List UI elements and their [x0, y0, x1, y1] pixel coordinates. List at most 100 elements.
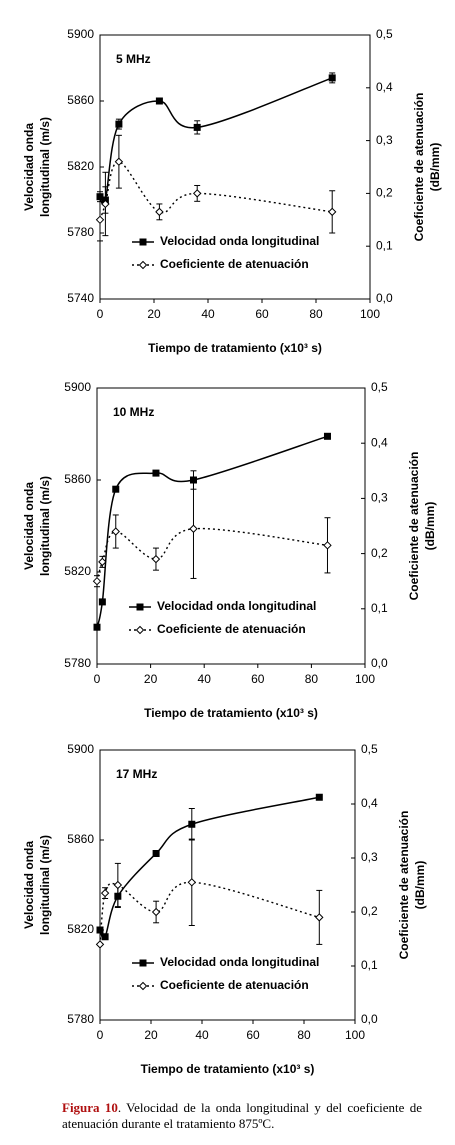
caption-text: . Velocidad de la onda longitudinal y de… [62, 1100, 422, 1131]
marker [115, 120, 123, 128]
marker [323, 541, 332, 550]
marker [95, 940, 105, 949]
x-tick-label: 40 [195, 1028, 209, 1042]
legend-label: Velocidad onda longitudinal [160, 955, 319, 969]
x-tick-label: 100 [355, 672, 375, 686]
y2-tick-label: 0,3 [361, 850, 378, 864]
y-tick-label: 5820 [67, 922, 94, 936]
legend-label: Velocidad onda longitudinal [157, 599, 316, 613]
y2-axis-label: Coeficiente de atenuación [407, 452, 421, 601]
y-tick-label: 5860 [64, 472, 91, 486]
y2-tick-label: 0,5 [361, 742, 378, 756]
y-axis-label: longitudinal (m/s) [38, 835, 52, 935]
marker [113, 880, 123, 890]
marker [315, 793, 323, 801]
marker [155, 97, 163, 105]
marker [111, 527, 120, 536]
series-line [99, 161, 333, 221]
marker [152, 469, 160, 477]
marker [96, 193, 104, 201]
y2-tick-label: 0,0 [361, 1012, 378, 1026]
x-axis-label: Tiempo de tratamiento (x10³ s) [148, 341, 322, 355]
y2-tick-label: 0,1 [376, 238, 393, 252]
y2-tick-label: 0,2 [371, 546, 388, 560]
marker [101, 933, 109, 941]
marker [92, 576, 102, 586]
legend-marker [136, 603, 144, 611]
x-tick-label: 40 [198, 672, 212, 686]
series-line [99, 796, 320, 939]
y2-tick-label: 0,5 [371, 380, 388, 394]
marker [151, 554, 161, 564]
y2-axis-label: Coeficiente de atenuación [397, 811, 411, 960]
y-axis-label: Velocidad onda [22, 482, 36, 570]
marker [112, 485, 120, 493]
series-line [99, 881, 320, 945]
legend-marker [139, 238, 147, 246]
y2-axis-label: Coeficiente de atenuación [412, 93, 426, 242]
marker [98, 598, 106, 606]
y2-tick-label: 0,4 [376, 80, 393, 94]
marker [100, 888, 110, 898]
x-axis-label: Tiempo de tratamiento (x10³ s) [144, 706, 318, 720]
x-axis-label: Tiempo de tratamiento (x10³ s) [141, 1062, 315, 1076]
x-tick-label: 40 [201, 307, 215, 321]
legend-label: Velocidad onda longitudinal [160, 234, 319, 248]
y-tick-label: 5780 [67, 1012, 94, 1026]
y2-tick-label: 0,3 [376, 133, 393, 147]
x-tick-label: 20 [147, 307, 161, 321]
marker [188, 820, 196, 828]
marker [101, 199, 110, 209]
y-tick-label: 5860 [67, 832, 94, 846]
y2-axis-label: (dB/mm) [428, 143, 442, 192]
marker [93, 623, 101, 631]
y-axis-label: Velocidad onda [22, 123, 36, 211]
y2-tick-label: 0,4 [371, 435, 388, 449]
y-tick-label: 5820 [64, 564, 91, 578]
x-tick-label: 0 [97, 307, 104, 321]
marker [315, 913, 324, 922]
y-axis-label: Velocidad onda [22, 841, 36, 929]
y-tick-label: 5780 [67, 225, 94, 239]
marker [155, 207, 164, 217]
marker [95, 215, 105, 225]
marker [114, 157, 124, 166]
plot-frame [96, 387, 366, 665]
y2-tick-label: 0,1 [371, 601, 388, 615]
x-tick-label: 0 [94, 672, 101, 686]
marker [152, 850, 160, 857]
y-axis-label: longitudinal (m/s) [38, 117, 52, 217]
marker [98, 557, 107, 567]
legend-marker [138, 260, 148, 270]
marker [323, 432, 331, 440]
y-axis-label: longitudinal (m/s) [38, 476, 52, 576]
x-tick-label: 60 [246, 1028, 260, 1042]
legend-label: Coeficiente de atenuación [157, 622, 306, 636]
marker [96, 926, 104, 934]
y2-tick-label: 0,5 [376, 27, 393, 41]
legend-marker [139, 959, 147, 967]
y-tick-label: 5900 [67, 742, 94, 756]
y2-tick-label: 0,4 [361, 796, 378, 810]
y2-tick-label: 0,0 [371, 656, 388, 670]
y2-tick-label: 0,0 [376, 291, 393, 305]
legend-label: Coeficiente de atenuación [160, 257, 309, 271]
x-tick-label: 20 [144, 672, 158, 686]
y-tick-label: 5780 [64, 656, 91, 670]
y2-tick-label: 0,3 [371, 491, 388, 505]
marker [327, 207, 337, 217]
y2-axis-label: (dB/mm) [423, 502, 437, 551]
y-tick-label: 5900 [64, 380, 91, 394]
y2-tick-label: 0,1 [361, 958, 378, 972]
annotation: 10 MHz [113, 405, 154, 419]
annotation: 5 MHz [116, 52, 151, 66]
x-tick-label: 80 [297, 1028, 311, 1042]
x-tick-label: 100 [360, 307, 380, 321]
y2-axis-label: (dB/mm) [413, 861, 427, 910]
x-tick-label: 80 [309, 307, 323, 321]
x-tick-label: 80 [305, 672, 319, 686]
y2-tick-label: 0,2 [361, 904, 378, 918]
plot-frame [99, 749, 356, 1021]
y-tick-label: 5900 [67, 27, 94, 41]
